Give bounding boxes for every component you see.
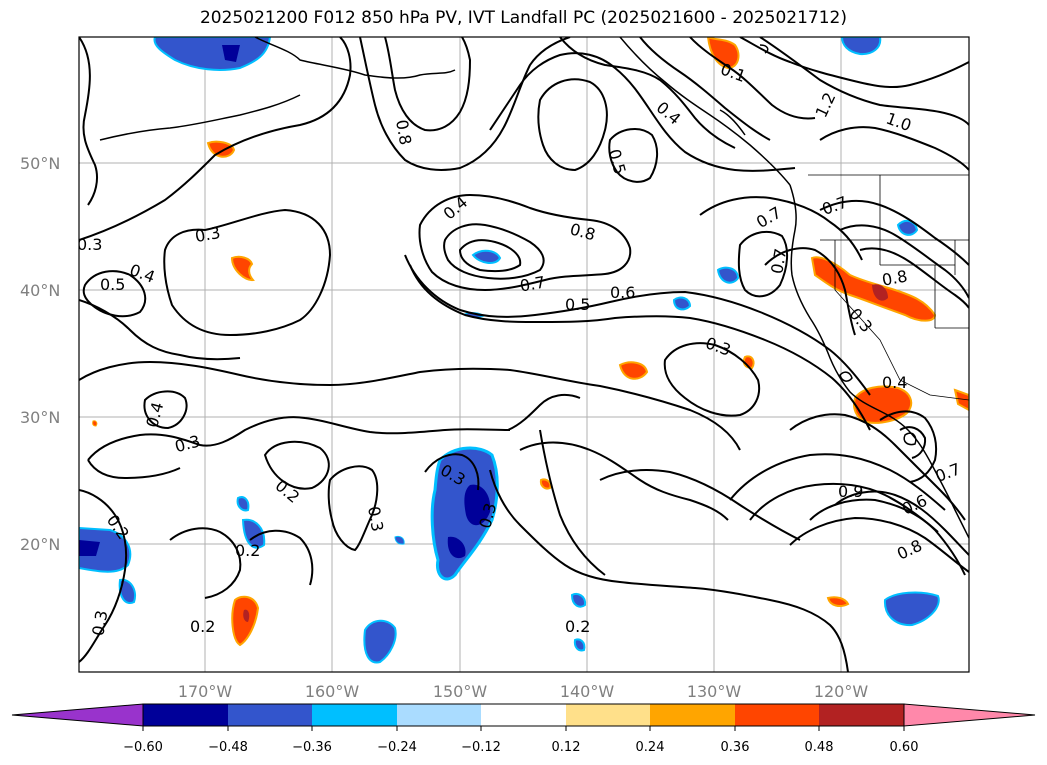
colorbar-border [142, 703, 905, 727]
colorbar-segment [397, 704, 481, 726]
colorbar-tick-label: 0.12 [552, 740, 581, 755]
colorbar-extend-min [11, 703, 144, 727]
contour-label: 0.3 [193, 223, 221, 246]
colorbar-segment [228, 704, 312, 726]
pv-negative-shading [79, 37, 940, 664]
lon-label-140w: 140°W [560, 682, 615, 701]
contour-label: 0.6 [610, 283, 635, 302]
lat-label-30n: 30°N [20, 408, 60, 427]
colorbar-tick-label: 0.24 [636, 740, 665, 755]
lon-label-150w: 150°W [433, 682, 488, 701]
colorbar-segment [566, 704, 650, 726]
contour-label: 0.5 [100, 275, 125, 294]
contour-label: 0.8 [881, 267, 909, 290]
contour-label: 0.7 [518, 272, 546, 295]
colorbar-tick-label: −0.12 [461, 740, 501, 755]
borders [808, 174, 969, 401]
contour-label: 0.9 [838, 482, 863, 501]
contour-label: 0.8 [392, 118, 415, 146]
lon-label-130w: 130°W [687, 682, 742, 701]
colorbar-extend-max [903, 703, 1036, 727]
map-title: 2025021200 F012 850 hPa PV, IVT Landfall… [199, 8, 847, 28]
latitude-labels: 50°N 40°N 30°N 20°N [20, 154, 60, 554]
lon-label-170w: 170°W [178, 682, 233, 701]
pv-positive-shading [92, 37, 969, 647]
colorbar-segment [143, 704, 228, 726]
colorbar-tick-label: −0.48 [208, 740, 248, 755]
contour-label: 0.3 [364, 505, 387, 533]
colorbar-segment [735, 704, 819, 726]
gridlines [79, 37, 969, 672]
ivt-contours [79, 37, 969, 672]
lat-label-50n: 50°N [20, 154, 60, 173]
contour-label: 0.2 [190, 617, 215, 636]
lon-label-120w: 120°W [814, 682, 869, 701]
lat-label-40n: 40°N [20, 281, 60, 300]
lon-label-160w: 160°W [305, 682, 360, 701]
contour-label: 0.2 [565, 617, 590, 636]
colorbar-segment [650, 704, 735, 726]
contour-label: 0.7 [767, 247, 790, 275]
colorbar-segment [481, 704, 566, 726]
colorbar-tick-label: 0.48 [805, 740, 834, 755]
colorbar-tick-label: 0.36 [721, 740, 750, 755]
contour-label: 0.2 [235, 541, 260, 560]
lat-label-20n: 20°N [20, 535, 60, 554]
longitude-labels: 170°W 160°W 150°W 140°W 130°W 120°W [178, 682, 869, 701]
contour-label: 0.3 [77, 235, 102, 254]
contour-label: 0.5 [565, 295, 590, 314]
map-border [78, 36, 970, 673]
coastlines [99, 37, 969, 539]
colorbar-tick-label: −0.60 [123, 740, 163, 755]
contour-label: 0.4 [882, 373, 907, 392]
colorbar-segment [819, 704, 904, 726]
colorbar: −0.60 −0.48 −0.36 −0.24 −0.12 0.12 0.24 … [11, 703, 1036, 755]
colorbar-tick-label: 0.60 [890, 740, 919, 755]
contour-label: 0.3 [88, 609, 111, 637]
colorbar-segment [312, 704, 397, 726]
colorbar-tick-label: −0.36 [292, 740, 332, 755]
colorbar-tick-label: −0.24 [377, 740, 417, 755]
